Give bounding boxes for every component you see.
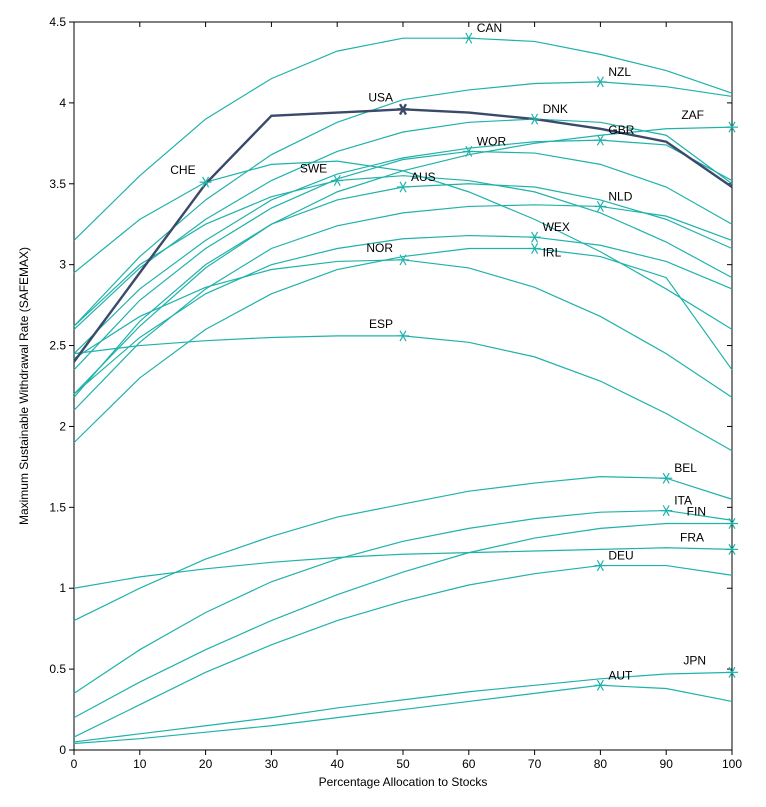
svg-text:4.5: 4.5 <box>49 15 66 29</box>
series-label-deu: DEU <box>608 549 633 563</box>
svg-text:20: 20 <box>199 757 213 771</box>
series-label-wor: WOR <box>477 134 507 148</box>
x-axis-label: Percentage Allocation to Stocks <box>319 775 488 789</box>
svg-text:10: 10 <box>133 757 147 771</box>
svg-text:3.5: 3.5 <box>49 177 66 191</box>
svg-text:4: 4 <box>59 96 66 110</box>
plot-background <box>0 0 766 807</box>
svg-text:0.5: 0.5 <box>49 662 66 676</box>
series-label-fin: FIN <box>687 505 706 519</box>
svg-text:2.5: 2.5 <box>49 339 66 353</box>
series-label-zaf: ZAF <box>681 108 704 122</box>
series-label-nzl: NZL <box>608 65 631 79</box>
series-label-dnk: DNK <box>543 102 568 116</box>
svg-text:70: 70 <box>528 757 542 771</box>
svg-text:30: 30 <box>265 757 279 771</box>
series-label-can: CAN <box>477 21 502 35</box>
safemax-chart: 0 10 20 30 40 50 60 70 80 90 100 0 0.5 1 1.5 2 2.5 3 3.5 4… <box>0 0 766 807</box>
y-axis-label: Maximum Sustainable Withdrawal Rate (SAF… <box>17 247 31 525</box>
svg-text:0: 0 <box>71 757 78 771</box>
series-label-bel: BEL <box>674 461 697 475</box>
svg-text:0: 0 <box>59 743 66 757</box>
svg-text:2: 2 <box>59 419 66 433</box>
series-label-gbr: GBR <box>608 123 634 137</box>
series-label-usa: USA <box>368 90 393 104</box>
series-label-fra: FRA <box>680 530 704 544</box>
series-label-irl: IRL <box>543 245 562 259</box>
series-label-wex: WEX <box>543 220 570 234</box>
svg-text:1: 1 <box>59 581 66 595</box>
svg-text:1.5: 1.5 <box>49 500 66 514</box>
svg-text:60: 60 <box>462 757 476 771</box>
svg-text:100: 100 <box>722 757 742 771</box>
svg-text:50: 50 <box>396 757 410 771</box>
series-label-jpn: JPN <box>683 653 706 667</box>
svg-text:40: 40 <box>331 757 345 771</box>
series-label-aus: AUS <box>411 170 436 184</box>
series-label-swe: SWE <box>300 162 327 176</box>
series-label-che: CHE <box>170 163 195 177</box>
svg-text:3: 3 <box>59 258 66 272</box>
svg-text:90: 90 <box>660 757 674 771</box>
series-label-nld: NLD <box>608 189 632 203</box>
series-label-esp: ESP <box>369 317 393 331</box>
svg-text:80: 80 <box>594 757 608 771</box>
series-label-aut: AUT <box>608 668 633 682</box>
series-label-nor: NOR <box>366 241 393 255</box>
